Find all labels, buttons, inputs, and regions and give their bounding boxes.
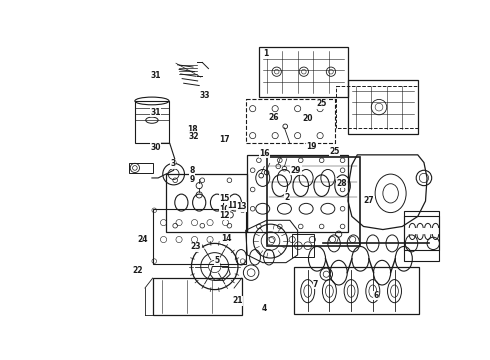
Text: 30: 30 <box>150 143 161 152</box>
Text: 29: 29 <box>291 166 301 175</box>
Text: 22: 22 <box>132 266 143 275</box>
Text: 12: 12 <box>220 211 230 220</box>
Bar <box>259 47 348 97</box>
Bar <box>135 101 169 143</box>
Text: 25: 25 <box>329 147 340 156</box>
Text: 7: 7 <box>313 280 318 289</box>
Text: 31: 31 <box>150 108 161 117</box>
Text: 13: 13 <box>236 202 247 211</box>
Text: 8: 8 <box>190 166 195 175</box>
Text: 14: 14 <box>221 234 232 243</box>
Text: 9: 9 <box>190 175 195 184</box>
Text: 5: 5 <box>215 256 220 265</box>
Text: 20: 20 <box>303 114 313 123</box>
Bar <box>348 80 418 134</box>
Bar <box>294 266 419 314</box>
Bar <box>292 234 314 257</box>
Bar <box>267 157 360 246</box>
Bar <box>153 278 242 315</box>
Text: 21: 21 <box>233 297 243 306</box>
Text: 6: 6 <box>374 291 379 300</box>
Text: 23: 23 <box>191 242 201 251</box>
Text: 2: 2 <box>285 193 290 202</box>
Text: 33: 33 <box>199 91 210 100</box>
Text: 28: 28 <box>336 179 347 188</box>
Text: 32: 32 <box>188 131 198 140</box>
Text: 3: 3 <box>171 159 176 168</box>
Text: 18: 18 <box>187 125 197 134</box>
Text: 19: 19 <box>307 142 317 151</box>
Text: 27: 27 <box>364 196 374 205</box>
Bar <box>247 155 348 232</box>
Text: 26: 26 <box>268 113 278 122</box>
Text: 10: 10 <box>220 205 230 214</box>
Bar <box>245 99 335 143</box>
Text: 24: 24 <box>138 235 148 244</box>
Bar <box>166 174 247 232</box>
Text: 1: 1 <box>263 49 268 58</box>
Text: 15: 15 <box>220 194 230 203</box>
Text: 25: 25 <box>316 99 326 108</box>
Bar <box>404 216 439 261</box>
Text: 31: 31 <box>150 71 161 80</box>
Bar <box>153 209 245 264</box>
Text: 11: 11 <box>227 201 237 210</box>
Text: 17: 17 <box>219 135 230 144</box>
Text: 16: 16 <box>259 149 270 158</box>
Text: 4: 4 <box>262 304 267 313</box>
Bar <box>404 211 439 249</box>
Bar <box>129 163 153 173</box>
